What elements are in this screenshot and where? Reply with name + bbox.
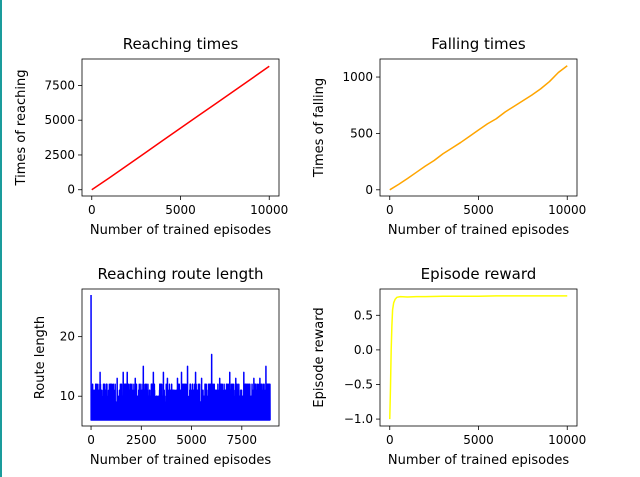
chart-2-y-axis-label: Times of falling [312,78,327,178]
chart-1-series-line [91,65,270,191]
chart-4-y-tick-label: 0.5 [354,308,373,322]
chart-3-x-tick-label: 0 [87,433,95,447]
chart-3-axes-frame [81,288,280,427]
chart-1-y-axis-label: Times of reaching [14,70,29,187]
chart-4-y-axis-label: Episode reward [312,307,327,407]
chart-3-x-tick-label: 2500 [126,433,157,447]
chart-3-y-tick-label: 10 [60,389,75,403]
chart-2-x-tick-label: 5000 [463,203,494,217]
chart-3-title: Reaching route length [97,265,263,283]
chart-1-y-tick-label: 0 [67,183,75,197]
chart-4-x-tick-label: 5000 [463,433,494,447]
chart-2-title: Falling times [431,35,526,53]
chart-4-y-tick-label: −1.0 [344,412,373,426]
chart-1-x-tick-label: 5000 [165,203,196,217]
chart-4-axes-frame [379,288,578,427]
chart-1-y-tick-label: 5000 [44,113,75,127]
chart-2-x-tick-label: 0 [386,203,394,217]
chart-2-x-axis-label: Number of trained episodes [388,223,569,238]
chart-4-title: Episode reward [421,265,537,283]
chart-4-series-line [389,295,568,420]
chart-1-x-tick-label: 10000 [250,203,288,217]
chart-4-x-tick-label: 0 [386,433,394,447]
chart-3-x-tick-label: 5000 [176,433,207,447]
chart-3-y-axis-label: Route length [33,316,48,399]
chart-3-x-axis-label: Number of trained episodes [90,453,271,468]
chart-3-x-tick-label: 7500 [227,433,258,447]
window-edge [0,0,2,477]
chart-1-y-tick-label: 2500 [44,148,75,162]
chart-4-y-tick-label: −0.5 [344,377,373,391]
chart-3-y-tick-label: 20 [60,330,75,344]
chart-1-title: Reaching times [123,35,239,53]
chart-1-x-axis-label: Number of trained episodes [90,223,271,238]
chart-2-y-tick-label: 0 [365,183,373,197]
chart-2-axes-frame [379,58,578,197]
chart-3-series-line [90,294,271,421]
chart-1-x-tick-label: 0 [88,203,96,217]
chart-4-y-tick-label: 0.0 [354,343,373,357]
chart-2-y-tick-label: 500 [350,126,373,140]
chart-4-x-tick-label: 10000 [548,433,586,447]
chart-2-series-line [389,65,568,191]
chart-2-x-tick-label: 10000 [548,203,586,217]
chart-1-y-tick-label: 7500 [44,78,75,92]
chart-4-x-axis-label: Number of trained episodes [388,453,569,468]
chart-2-y-tick-label: 1000 [342,70,373,84]
